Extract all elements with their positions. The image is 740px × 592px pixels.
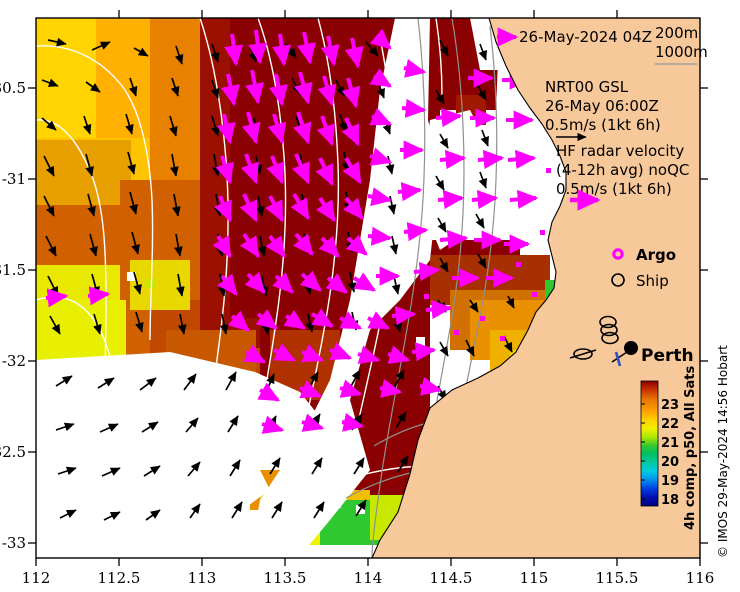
land-polygon — [371, 17, 701, 559]
timestamp-annotation: 26-May-2024 04Z — [497, 27, 652, 47]
colorbar-tick-label: 23 — [661, 398, 679, 413]
x-tick-label: 112 — [22, 569, 51, 587]
hf-radar-arrows — [45, 28, 539, 434]
radar-sub-label: (4-12h avg) noQC — [556, 161, 689, 179]
model-velocity-key: NRT00 GSL 26-May 06:00Z 0.5m/s (1kt 6h) — [545, 78, 661, 134]
x-tick-label: 115 — [520, 569, 549, 587]
argo-marker-icon — [612, 248, 624, 260]
y-tick-labels: -30.5 -31 -31.5 -32 -32.5 -33 — [0, 79, 26, 552]
city-marker-perth: Perth — [611, 341, 694, 367]
bathy-200m-label: 200m — [655, 24, 698, 42]
y-tick-label: -30.5 — [0, 79, 26, 97]
model-scale-label: 0.5m/s (1kt 6h) — [545, 116, 661, 134]
colorbar-tick-label: 19 — [661, 474, 679, 489]
top-margin — [0, 0, 740, 18]
x-tick-label: 114.5 — [430, 569, 473, 587]
ship-marker-icon — [611, 273, 625, 287]
ship-legend-label: Ship — [636, 272, 669, 290]
colorbar-tick-label: 18 — [661, 493, 679, 508]
y-tick-label: -31.5 — [0, 261, 26, 279]
radar-title-label: HF radar velocity — [556, 142, 684, 160]
x-tick-label: 116 — [686, 569, 715, 587]
colorbar-title: 4h comp, p50, All Sats — [683, 366, 698, 530]
right-margin — [700, 0, 740, 592]
bathymetry-key: 200m 1000m — [655, 24, 708, 65]
y-tick-label: -32 — [2, 352, 26, 370]
colorbar-tick-labels: 23 22 21 20 19 18 — [661, 398, 679, 508]
radar-scale-label: 0.5m/s (1kt 6h) — [556, 180, 672, 198]
x-tick-label: 113 — [188, 569, 217, 587]
y-tick-label: -31 — [2, 170, 26, 188]
timestamp-label: 26-May-2024 04Z — [519, 28, 652, 46]
y-axis-ticks — [28, 87, 708, 544]
argo-legend-label: Argo — [636, 246, 676, 264]
plot-area — [36, 17, 701, 559]
perth-dot-icon — [624, 341, 638, 355]
bathy-1000m-label: 1000m — [655, 43, 708, 61]
x-tick-label: 114 — [354, 569, 383, 587]
perth-label: Perth — [641, 346, 694, 366]
credit-label: © IMOS 29-May-2024 14:56 Hobart — [716, 345, 730, 558]
colorbar-tick-label: 22 — [661, 417, 679, 432]
hf-radar-key: HF radar velocity (4-12h avg) noQC 0.5m/… — [556, 132, 689, 211]
model-title-label: NRT00 GSL — [545, 78, 629, 96]
y-tick-label: -32.5 — [0, 443, 26, 461]
colorbar-tick-label: 20 — [661, 455, 679, 470]
y-tick-label: -33 — [2, 534, 26, 552]
x-tick-label: 112.5 — [98, 569, 141, 587]
colorbar-gradient — [640, 380, 659, 507]
top-axis-ticks — [118, 10, 618, 18]
x-axis-ticks — [35, 558, 701, 566]
colorbar: 23 22 21 20 19 18 4h comp, p50, All Sats — [640, 366, 698, 530]
left-margin — [0, 0, 36, 592]
platform-legend: Argo Ship — [611, 246, 676, 290]
x-tick-label: 113.5 — [264, 569, 307, 587]
colorbar-tick-label: 21 — [661, 436, 679, 451]
ship-track-markers — [569, 315, 619, 360]
model-time-label: 26-May 06:00Z — [545, 97, 659, 115]
x-tick-label: 115.5 — [596, 569, 639, 587]
x-tick-labels: 112 112.5 113 113.5 114 114.5 115 115.5 … — [22, 569, 715, 587]
